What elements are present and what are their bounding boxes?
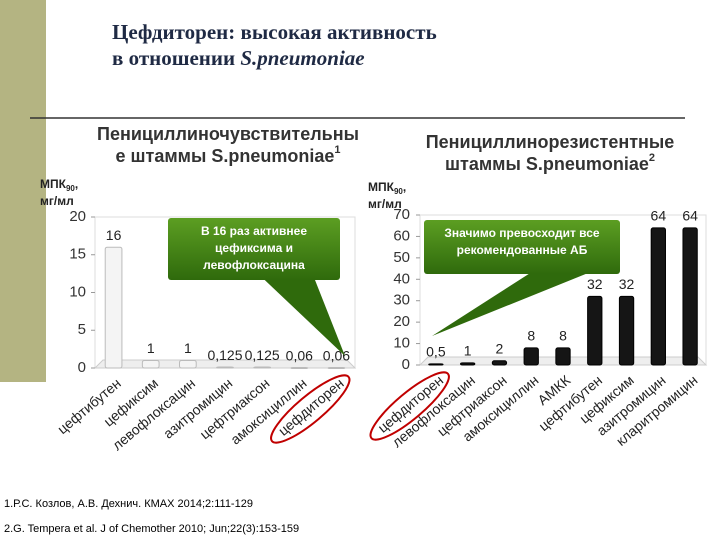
callout-text: цефиксима и [215, 241, 293, 255]
title-part: штаммы S.pneumoniae [445, 154, 649, 174]
y-tick-label: 0 [78, 359, 86, 376]
value-label: 32 [619, 276, 635, 292]
callout-pointer [432, 272, 591, 336]
side-band [0, 0, 46, 382]
callout-text: левофлоксацина [203, 258, 305, 272]
chart-title: штаммы S.pneumoniae2 [445, 152, 655, 174]
y-tick-label: 70 [393, 206, 410, 223]
y-tick-label: 40 [393, 270, 410, 287]
label-part: МПК [368, 180, 395, 194]
bar [290, 367, 309, 370]
value-label: 2 [496, 340, 504, 356]
label-part: , [403, 180, 406, 194]
value-label: 0,125 [245, 347, 280, 363]
y-tick-label: 0 [402, 356, 410, 373]
callout-text: рекомендованные АБ [457, 243, 588, 257]
value-label: 0,125 [207, 347, 242, 363]
reference: 1.Р.С. Козлов, А.В. Дехнич. КМАХ 2014;2:… [4, 498, 253, 510]
value-label: 1 [184, 340, 192, 356]
callout-box [424, 220, 620, 274]
title-part: Пенициллиночувствительны [97, 124, 359, 144]
reference: 2.G. Tempera et al. J of Chemother 2010;… [4, 523, 299, 535]
y-tick-label: 50 [393, 249, 410, 266]
value-label: 0,06 [323, 347, 350, 363]
bar [141, 359, 160, 369]
bar [460, 362, 476, 366]
bar [523, 347, 539, 366]
bar [428, 363, 444, 366]
y-tick-label: 20 [69, 208, 86, 225]
bar [491, 360, 508, 366]
value-label: 64 [682, 208, 698, 224]
bar [327, 367, 346, 370]
value-label: 8 [527, 328, 535, 344]
slide-title: в отношении S.pneumoniae [112, 46, 365, 70]
value-label: 1 [464, 343, 472, 359]
y-tick-label: 5 [78, 321, 86, 338]
bar [618, 295, 635, 366]
highlight [369, 371, 450, 441]
callout-text: В 16 раз активнее [201, 224, 307, 238]
label-part: МПК [40, 177, 67, 191]
bar [253, 366, 272, 369]
y-tick-label: 10 [393, 335, 410, 352]
label-part: , [75, 177, 78, 191]
chart-title: Пенициллиночувствительны [97, 124, 359, 144]
callout-box [168, 218, 340, 280]
title-part: е штаммы S.pneumoniae [116, 146, 335, 166]
y-axis-label: МПК90, [40, 177, 78, 193]
title-sup: 1 [334, 144, 340, 156]
bar [555, 347, 571, 366]
y-tick-label: 15 [69, 246, 86, 263]
title-part: S.pneumoniae [240, 46, 364, 70]
y-axis-label: мг/мл [40, 194, 74, 208]
bar [587, 295, 603, 366]
value-label: 32 [587, 276, 603, 292]
value-label: 8 [559, 328, 567, 344]
y-tick-label: 20 [393, 313, 410, 330]
chart-title: Пенициллинорезистентные [426, 132, 675, 152]
title-part: в отношении [112, 46, 235, 70]
y-tick-label: 60 [393, 227, 410, 244]
value-label: 16 [106, 227, 122, 243]
label-sub: 90 [66, 184, 75, 193]
label-sub: 90 [394, 187, 403, 196]
title-part: Пенициллинорезистентные [426, 132, 675, 152]
highlight [270, 374, 351, 444]
bar [216, 366, 234, 369]
y-axis-label: мг/мл [368, 197, 402, 211]
title-sup: 2 [649, 152, 655, 164]
y-tick-label: 30 [393, 292, 410, 309]
y-axis-label: МПК90, [368, 180, 406, 196]
value-label: 0,06 [286, 347, 313, 363]
bar [179, 359, 197, 369]
y-tick-label: 10 [69, 283, 86, 300]
bar [650, 227, 666, 366]
value-label: 64 [651, 208, 667, 224]
callout-pointer [262, 278, 345, 356]
callout-text: Значимо превосходит все [444, 226, 600, 240]
bar [104, 246, 123, 369]
chart-title: е штаммы S.pneumoniae1 [116, 144, 341, 166]
slide-title: Цефдиторен: высокая активность [112, 20, 437, 44]
value-label: 1 [147, 340, 155, 356]
value-label: 0,5 [426, 344, 446, 360]
bar [682, 227, 698, 366]
